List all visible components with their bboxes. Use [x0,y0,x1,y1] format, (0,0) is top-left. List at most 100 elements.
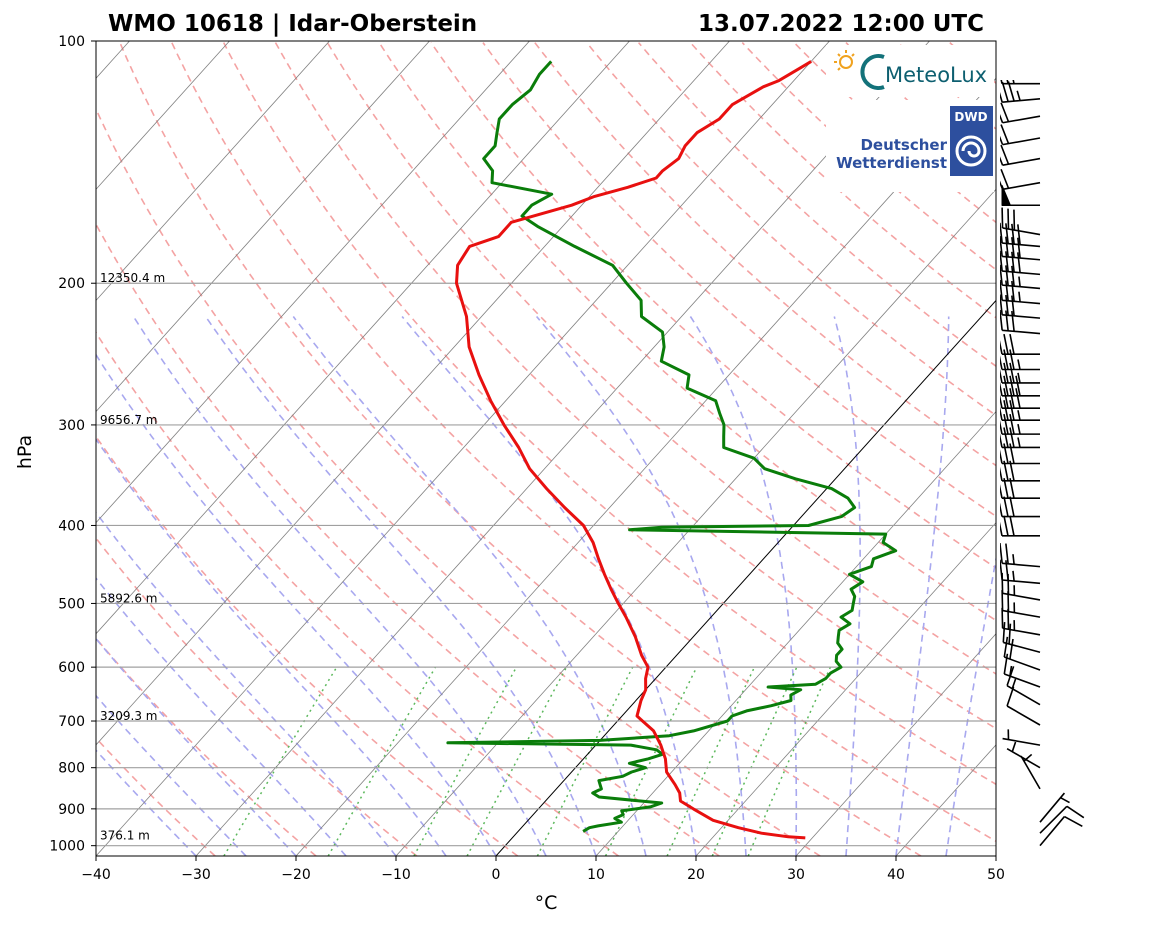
barb-full-feather [1005,223,1009,244]
moist-adiabat [96,694,247,856]
isotherm [96,41,430,413]
barb-half-feather [1016,90,1021,101]
dry-adiabat [96,435,519,856]
x-tick-label: 0 [492,867,501,883]
dry-adiabat [96,222,720,856]
y-tick-label: 1000 [49,839,85,855]
barb-full-feather [1005,280,1009,301]
dwd-name-line1: Deutscher [860,136,947,154]
swirl-icon [860,54,885,90]
barb-full-feather [1000,180,1004,190]
barb-staff [1003,641,1041,654]
y-tick-label: 300 [58,418,85,434]
barb-half-feather [1018,276,1021,287]
x-tick-label: 20 [687,867,705,883]
barb-full-feather [1009,349,1015,370]
barb-staff [1039,805,1068,834]
zero-isotherm [495,299,996,856]
moist-adiabat [895,316,950,856]
barb-half-feather [1012,80,1015,84]
barb-full-feather [1000,502,1003,517]
barb-full-feather [1000,294,1003,315]
barb-full-feather [1003,349,1009,370]
barb-full-feather [1011,310,1015,332]
barb-full-feather [1009,375,1015,396]
barb-staff [1002,270,1041,276]
barb-full-feather [1009,388,1015,409]
wind-barb [1001,207,1041,236]
barb-full-feather [1009,333,1015,355]
sounding-profiles [446,60,898,840]
barb-full-feather [1009,478,1015,499]
height-label: 12350.4 m [100,271,165,285]
barb-full-feather [1015,375,1021,396]
barb-full-feather [1009,362,1015,384]
x-tick-label: 10 [587,867,605,883]
barb-staff [1002,284,1041,290]
moist-adiabat [292,316,647,856]
barb-full-feather [1000,521,1003,536]
dry-adiabat [96,637,317,856]
barb-full-feather [1000,420,1003,435]
barb-full-feather [1003,427,1009,448]
moist-adiabat [833,316,861,856]
barb-half-feather [1012,570,1015,582]
sun-icon [834,50,855,71]
wind-barb [1000,388,1040,410]
isotherm [96,41,830,856]
barb-staff [1002,255,1041,261]
x-tick-label: 50 [987,867,1005,883]
barb-full-feather [1000,484,1003,499]
dwd-spiral-icon [955,135,987,167]
barb-full-feather [1011,295,1015,316]
mixing-ratio-line [711,666,798,856]
barb-full-feather [1005,236,1009,258]
barb-full-feather [1003,333,1009,355]
wind-barb [1000,542,1041,568]
wind-barb [1006,686,1041,726]
barb-full-feather [1000,406,1003,421]
wind-barb [1000,236,1041,261]
barb-staff [1020,755,1041,790]
isotherm [995,855,996,856]
wind-barb [1000,102,1041,124]
barb-full-feather [1000,91,1003,103]
dry-adiabat [378,42,996,622]
barb-full-feather [1009,400,1015,421]
barb-full-feather [1000,433,1003,448]
barb-full-feather [1000,144,1010,165]
wind-barb [1000,375,1040,397]
barb-full-feather [1009,443,1015,464]
barb-staff [1004,656,1041,671]
barb-full-feather [1000,368,1003,384]
chart-title-station: WMO 10618 | Idar-Oberstein [108,11,477,37]
barb-full-feather [998,45,1002,65]
wind-barb [1000,124,1041,146]
barb-full-feather [1009,638,1014,660]
mixing-ratio-line [747,666,832,856]
wind-barb [1000,250,1041,276]
barb-full-feather [1015,388,1021,409]
moist-adiabat [132,316,547,856]
moist-adiabat [96,511,397,856]
isotherm [595,410,996,856]
dry-adiabat [96,331,619,856]
dry-adiabat [96,536,418,856]
mixing-ratio-line [466,666,568,856]
barb-full-feather [1002,622,1006,643]
barb-half-feather [1017,423,1021,435]
moist-adiabat [96,637,297,856]
isotherm [96,41,630,635]
barb-full-feather [1003,388,1009,409]
moist-adiabat [945,554,996,856]
barb-full-feather [1005,310,1009,331]
barb-full-feather [1000,113,1004,124]
barb-staff [1002,227,1041,236]
barb-full-feather [1005,265,1009,286]
y-tick-label: 800 [58,761,85,777]
wind-barb [1006,741,1041,769]
wind-barb [1001,185,1040,207]
barb-half-feather [1017,359,1021,370]
barb-staff [1002,314,1041,319]
barb-staff [1039,816,1066,847]
